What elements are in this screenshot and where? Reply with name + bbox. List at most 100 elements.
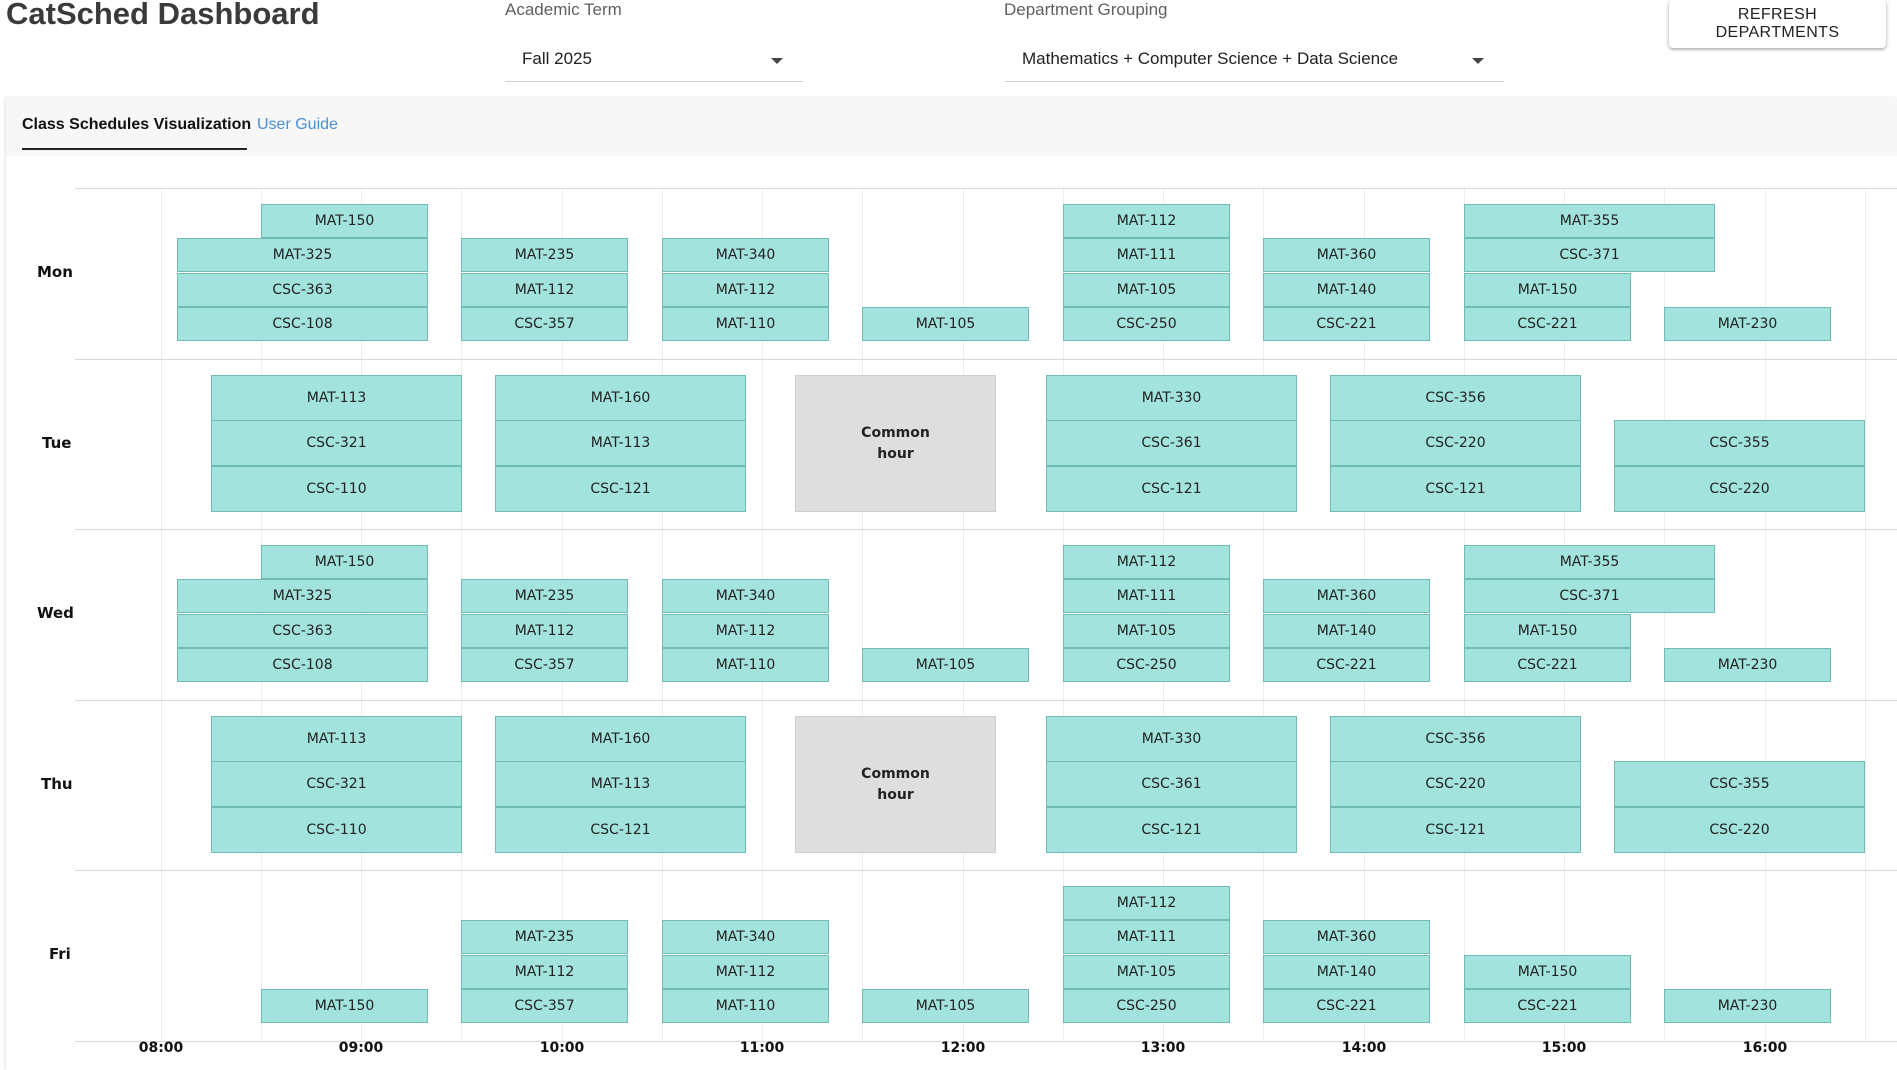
class-block[interactable]: MAT-230 — [1664, 307, 1831, 341]
class-block[interactable]: MAT-112 — [461, 955, 628, 989]
class-block[interactable]: CSC-357 — [461, 648, 628, 682]
class-block[interactable]: MAT-235 — [461, 920, 628, 954]
class-block[interactable]: CSC-220 — [1614, 466, 1865, 512]
class-block[interactable]: MAT-230 — [1664, 648, 1831, 682]
class-block[interactable]: CSC-363 — [177, 614, 428, 648]
class-block[interactable]: MAT-112 — [1063, 204, 1230, 238]
class-block[interactable]: MAT-113 — [495, 420, 746, 466]
class-block[interactable]: MAT-235 — [461, 579, 628, 613]
class-block[interactable]: MAT-112 — [461, 273, 628, 307]
academic-term-select[interactable]: Fall 2025 — [505, 35, 803, 82]
class-block[interactable]: MAT-150 — [1464, 614, 1631, 648]
class-block[interactable]: CSC-361 — [1046, 761, 1297, 807]
class-block[interactable]: CSC-321 — [211, 420, 462, 466]
class-block[interactable]: MAT-325 — [177, 579, 428, 613]
class-block[interactable]: CSC-250 — [1063, 989, 1230, 1023]
class-block[interactable]: CSC-221 — [1263, 307, 1430, 341]
class-block[interactable]: CSC-371 — [1464, 579, 1715, 613]
class-block[interactable]: MAT-150 — [261, 204, 428, 238]
class-block[interactable]: MAT-340 — [662, 238, 829, 272]
tab-user-guide[interactable]: User Guide — [257, 116, 338, 133]
refresh-departments-button[interactable]: REFRESH DEPARTMENTS — [1669, 0, 1886, 48]
class-block[interactable]: MAT-140 — [1263, 273, 1430, 307]
class-block[interactable]: MAT-150 — [261, 545, 428, 579]
class-block[interactable]: MAT-110 — [662, 648, 829, 682]
class-block[interactable]: MAT-112 — [1063, 886, 1230, 920]
class-block[interactable]: CSC-220 — [1330, 761, 1581, 807]
class-block[interactable]: MAT-340 — [662, 920, 829, 954]
class-block[interactable]: CSC-108 — [177, 307, 428, 341]
class-block[interactable]: CSC-221 — [1464, 989, 1631, 1023]
class-block[interactable]: CSC-250 — [1063, 648, 1230, 682]
class-block[interactable]: CSC-108 — [177, 648, 428, 682]
class-block[interactable]: MAT-112 — [662, 273, 829, 307]
class-block[interactable]: CSC-250 — [1063, 307, 1230, 341]
class-block[interactable]: MAT-110 — [662, 307, 829, 341]
class-block[interactable]: CSC-121 — [1330, 807, 1581, 853]
page-title: CatSched Dashboard — [6, 0, 320, 31]
vertical-gridline — [963, 188, 964, 1041]
class-block[interactable]: MAT-111 — [1063, 238, 1230, 272]
class-block[interactable]: MAT-105 — [1063, 273, 1230, 307]
class-block[interactable]: CSC-121 — [1330, 466, 1581, 512]
class-block[interactable]: CSC-221 — [1464, 307, 1631, 341]
class-block[interactable]: MAT-112 — [662, 955, 829, 989]
class-block[interactable]: CSC-121 — [1046, 807, 1297, 853]
class-block[interactable]: CSC-371 — [1464, 238, 1715, 272]
class-block[interactable]: MAT-150 — [261, 989, 428, 1023]
class-block[interactable]: MAT-111 — [1063, 579, 1230, 613]
class-block[interactable]: CSC-220 — [1330, 420, 1581, 466]
class-block[interactable]: MAT-111 — [1063, 920, 1230, 954]
class-block[interactable]: MAT-113 — [211, 716, 462, 762]
class-block[interactable]: MAT-110 — [662, 989, 829, 1023]
class-block[interactable]: CSC-221 — [1263, 989, 1430, 1023]
class-block[interactable]: CSC-221 — [1263, 648, 1430, 682]
class-block[interactable]: CSC-121 — [495, 466, 746, 512]
class-block[interactable]: MAT-340 — [662, 579, 829, 613]
class-block[interactable]: MAT-105 — [862, 307, 1029, 341]
class-block[interactable]: CSC-121 — [495, 807, 746, 853]
class-block[interactable]: MAT-112 — [461, 614, 628, 648]
class-block[interactable]: MAT-330 — [1046, 716, 1297, 762]
common-hour-label: Common hour — [861, 424, 930, 462]
class-block[interactable]: CSC-355 — [1614, 761, 1865, 807]
class-block[interactable]: CSC-121 — [1046, 466, 1297, 512]
class-block[interactable]: MAT-113 — [495, 761, 746, 807]
class-block[interactable]: MAT-140 — [1263, 955, 1430, 989]
class-block[interactable]: MAT-105 — [862, 648, 1029, 682]
class-block[interactable]: MAT-150 — [1464, 273, 1631, 307]
class-block[interactable]: MAT-105 — [1063, 614, 1230, 648]
class-block[interactable]: MAT-360 — [1263, 579, 1430, 613]
class-block[interactable]: MAT-105 — [1063, 955, 1230, 989]
class-block[interactable]: CSC-221 — [1464, 648, 1631, 682]
class-block[interactable]: CSC-321 — [211, 761, 462, 807]
class-block[interactable]: MAT-330 — [1046, 375, 1297, 421]
class-block[interactable]: MAT-230 — [1664, 989, 1831, 1023]
class-block[interactable]: MAT-150 — [1464, 955, 1631, 989]
class-block[interactable]: CSC-355 — [1614, 420, 1865, 466]
tab-class-schedules[interactable]: Class Schedules Visualization — [22, 116, 251, 150]
class-block[interactable]: CSC-357 — [461, 307, 628, 341]
class-block[interactable]: CSC-363 — [177, 273, 428, 307]
class-block[interactable]: CSC-361 — [1046, 420, 1297, 466]
class-block[interactable]: MAT-360 — [1263, 920, 1430, 954]
class-block[interactable]: MAT-360 — [1263, 238, 1430, 272]
class-block[interactable]: MAT-105 — [862, 989, 1029, 1023]
class-block[interactable]: MAT-160 — [495, 716, 746, 762]
class-block[interactable]: MAT-355 — [1464, 204, 1715, 238]
class-block[interactable]: MAT-113 — [211, 375, 462, 421]
class-block[interactable]: CSC-357 — [461, 989, 628, 1023]
class-block[interactable]: MAT-160 — [495, 375, 746, 421]
class-block[interactable]: CSC-110 — [211, 807, 462, 853]
class-block[interactable]: CSC-110 — [211, 466, 462, 512]
class-block[interactable]: MAT-140 — [1263, 614, 1430, 648]
class-block[interactable]: MAT-325 — [177, 238, 428, 272]
class-block[interactable]: MAT-112 — [662, 614, 829, 648]
class-block[interactable]: MAT-112 — [1063, 545, 1230, 579]
class-block[interactable]: CSC-356 — [1330, 375, 1581, 421]
class-block[interactable]: MAT-235 — [461, 238, 628, 272]
class-block[interactable]: CSC-220 — [1614, 807, 1865, 853]
class-block[interactable]: MAT-355 — [1464, 545, 1715, 579]
department-grouping-select[interactable]: Mathematics + Computer Science + Data Sc… — [1005, 35, 1504, 82]
class-block[interactable]: CSC-356 — [1330, 716, 1581, 762]
